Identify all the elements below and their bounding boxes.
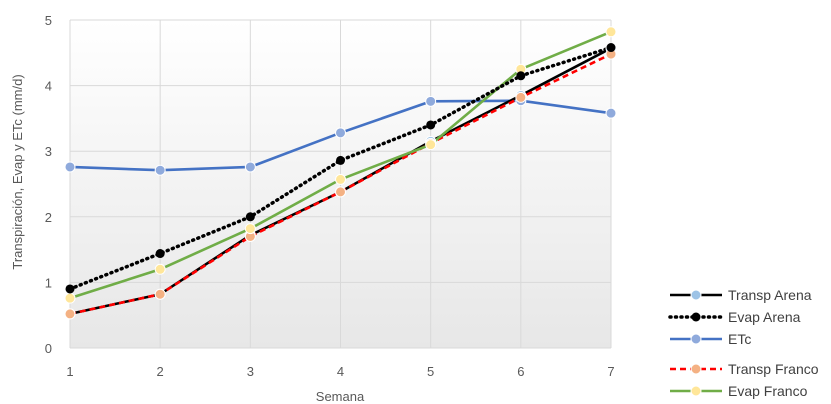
data-point-transp-franco — [64, 308, 76, 320]
legend-swatch-marker — [690, 289, 702, 301]
x-tick-label: 3 — [247, 364, 254, 379]
y-axis-title: Transpiración, Evap y ETc (mm/d) — [10, 74, 25, 269]
data-point-evap-arena — [606, 43, 616, 53]
y-tick-label: 0 — [45, 341, 52, 356]
x-axis-ticks: 1 2 3 4 5 6 7 — [66, 364, 614, 379]
y-tick-label: 2 — [45, 210, 52, 225]
legend-item-etc: ETc — [670, 331, 751, 347]
data-point-etc — [335, 127, 346, 139]
data-point-evap-franco — [335, 173, 346, 185]
data-point-evap-arena — [426, 120, 436, 130]
y-axis-ticks: 0 1 2 3 4 5 — [45, 13, 52, 356]
y-tick-label: 1 — [45, 275, 52, 290]
data-point-transp-franco — [335, 186, 346, 198]
data-point-evap-arena — [155, 249, 165, 259]
legend-label: Evap Arena — [728, 309, 801, 325]
y-tick-label: 4 — [45, 79, 52, 94]
data-point-evap-arena — [336, 155, 345, 165]
legend: Transp Arena Evap Arena ETc Transp Franco Ev… — [668, 287, 819, 399]
data-point-evap-franco — [605, 26, 617, 38]
legend-label: ETc — [728, 331, 751, 347]
data-point-etc — [425, 95, 437, 107]
legend-swatch-marker — [690, 363, 702, 375]
x-tick-label: 5 — [427, 364, 434, 379]
data-point-evap-arena — [65, 284, 75, 294]
x-axis-title: Semana — [316, 389, 365, 404]
data-point-transp-franco — [515, 91, 527, 103]
legend-swatch-marker — [691, 312, 701, 322]
data-point-etc — [154, 164, 166, 176]
legend-item-evap-franco: Evap Franco — [670, 383, 808, 399]
data-point-evap-franco — [244, 223, 256, 235]
y-tick-label: 5 — [45, 13, 52, 28]
legend-item-evap-arena: Evap Arena — [668, 309, 801, 325]
x-tick-label: 2 — [157, 364, 164, 379]
data-point-etc — [605, 107, 617, 119]
y-tick-label: 3 — [45, 144, 52, 159]
x-tick-label: 6 — [517, 364, 524, 379]
data-point-evap-arena — [245, 212, 255, 222]
data-point-evap-franco — [425, 139, 437, 151]
data-point-transp-franco — [154, 288, 166, 300]
x-tick-label: 7 — [607, 364, 614, 379]
legend-item-transp-arena: Transp Arena — [670, 287, 812, 303]
legend-label: Transp Arena — [728, 287, 812, 303]
data-point-etc — [244, 161, 256, 173]
legend-swatch-marker — [690, 385, 702, 397]
series-markers — [64, 26, 617, 320]
data-point-etc — [64, 161, 76, 173]
legend-label: Evap Franco — [728, 383, 808, 399]
data-point-evap-franco — [64, 292, 76, 304]
legend-label: Transp Franco — [728, 361, 819, 377]
data-point-evap-arena — [516, 71, 526, 81]
x-tick-label: 4 — [337, 364, 344, 379]
legend-swatch-marker — [690, 333, 702, 345]
x-tick-label: 1 — [66, 364, 73, 379]
legend-item-transp-franco: Transp Franco — [670, 361, 819, 377]
data-point-evap-franco — [154, 263, 166, 275]
